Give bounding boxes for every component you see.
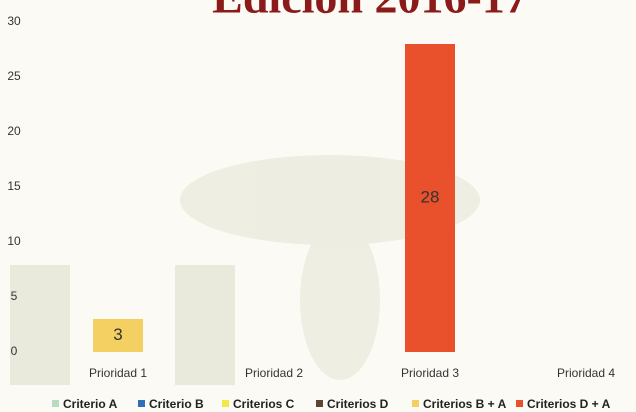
- x-tick-label: Prioridad 2: [245, 366, 303, 380]
- y-tick-label: 15: [7, 179, 21, 193]
- legend-swatch: [516, 400, 523, 407]
- bar: [93, 319, 143, 352]
- legend-label: Criterio B: [149, 397, 204, 411]
- legend-label: Criterios C: [233, 397, 295, 411]
- legend-label: Criterios D: [327, 397, 389, 411]
- y-tick-label: 0: [11, 344, 18, 358]
- legend-label: Criterios D + A: [527, 397, 611, 411]
- legend-label: Criterio A: [63, 397, 118, 411]
- legend-swatch: [52, 400, 59, 407]
- legend-swatch: [412, 400, 419, 407]
- x-tick-label: Prioridad 1: [89, 366, 147, 380]
- watermark-shape: [300, 220, 380, 380]
- y-tick-label: 25: [7, 69, 21, 83]
- y-tick-label: 20: [7, 124, 21, 138]
- legend-label: Criterios B + A: [423, 397, 507, 411]
- y-tick-label: 5: [11, 289, 18, 303]
- watermark-shape: [10, 265, 70, 385]
- data-label: 28: [421, 187, 440, 206]
- data-label: 3: [113, 325, 122, 344]
- legend-swatch: [316, 400, 323, 407]
- y-tick-label: 10: [7, 234, 21, 248]
- bar: [405, 44, 455, 352]
- chart-title: Edición 2016-17: [212, 0, 528, 23]
- legend-swatch: [138, 400, 145, 407]
- watermark-shape: [175, 265, 235, 385]
- legend-swatch: [222, 400, 229, 407]
- y-tick-label: 30: [7, 14, 21, 28]
- x-tick-label: Prioridad 3: [401, 366, 459, 380]
- x-tick-label: Prioridad 4: [557, 366, 615, 380]
